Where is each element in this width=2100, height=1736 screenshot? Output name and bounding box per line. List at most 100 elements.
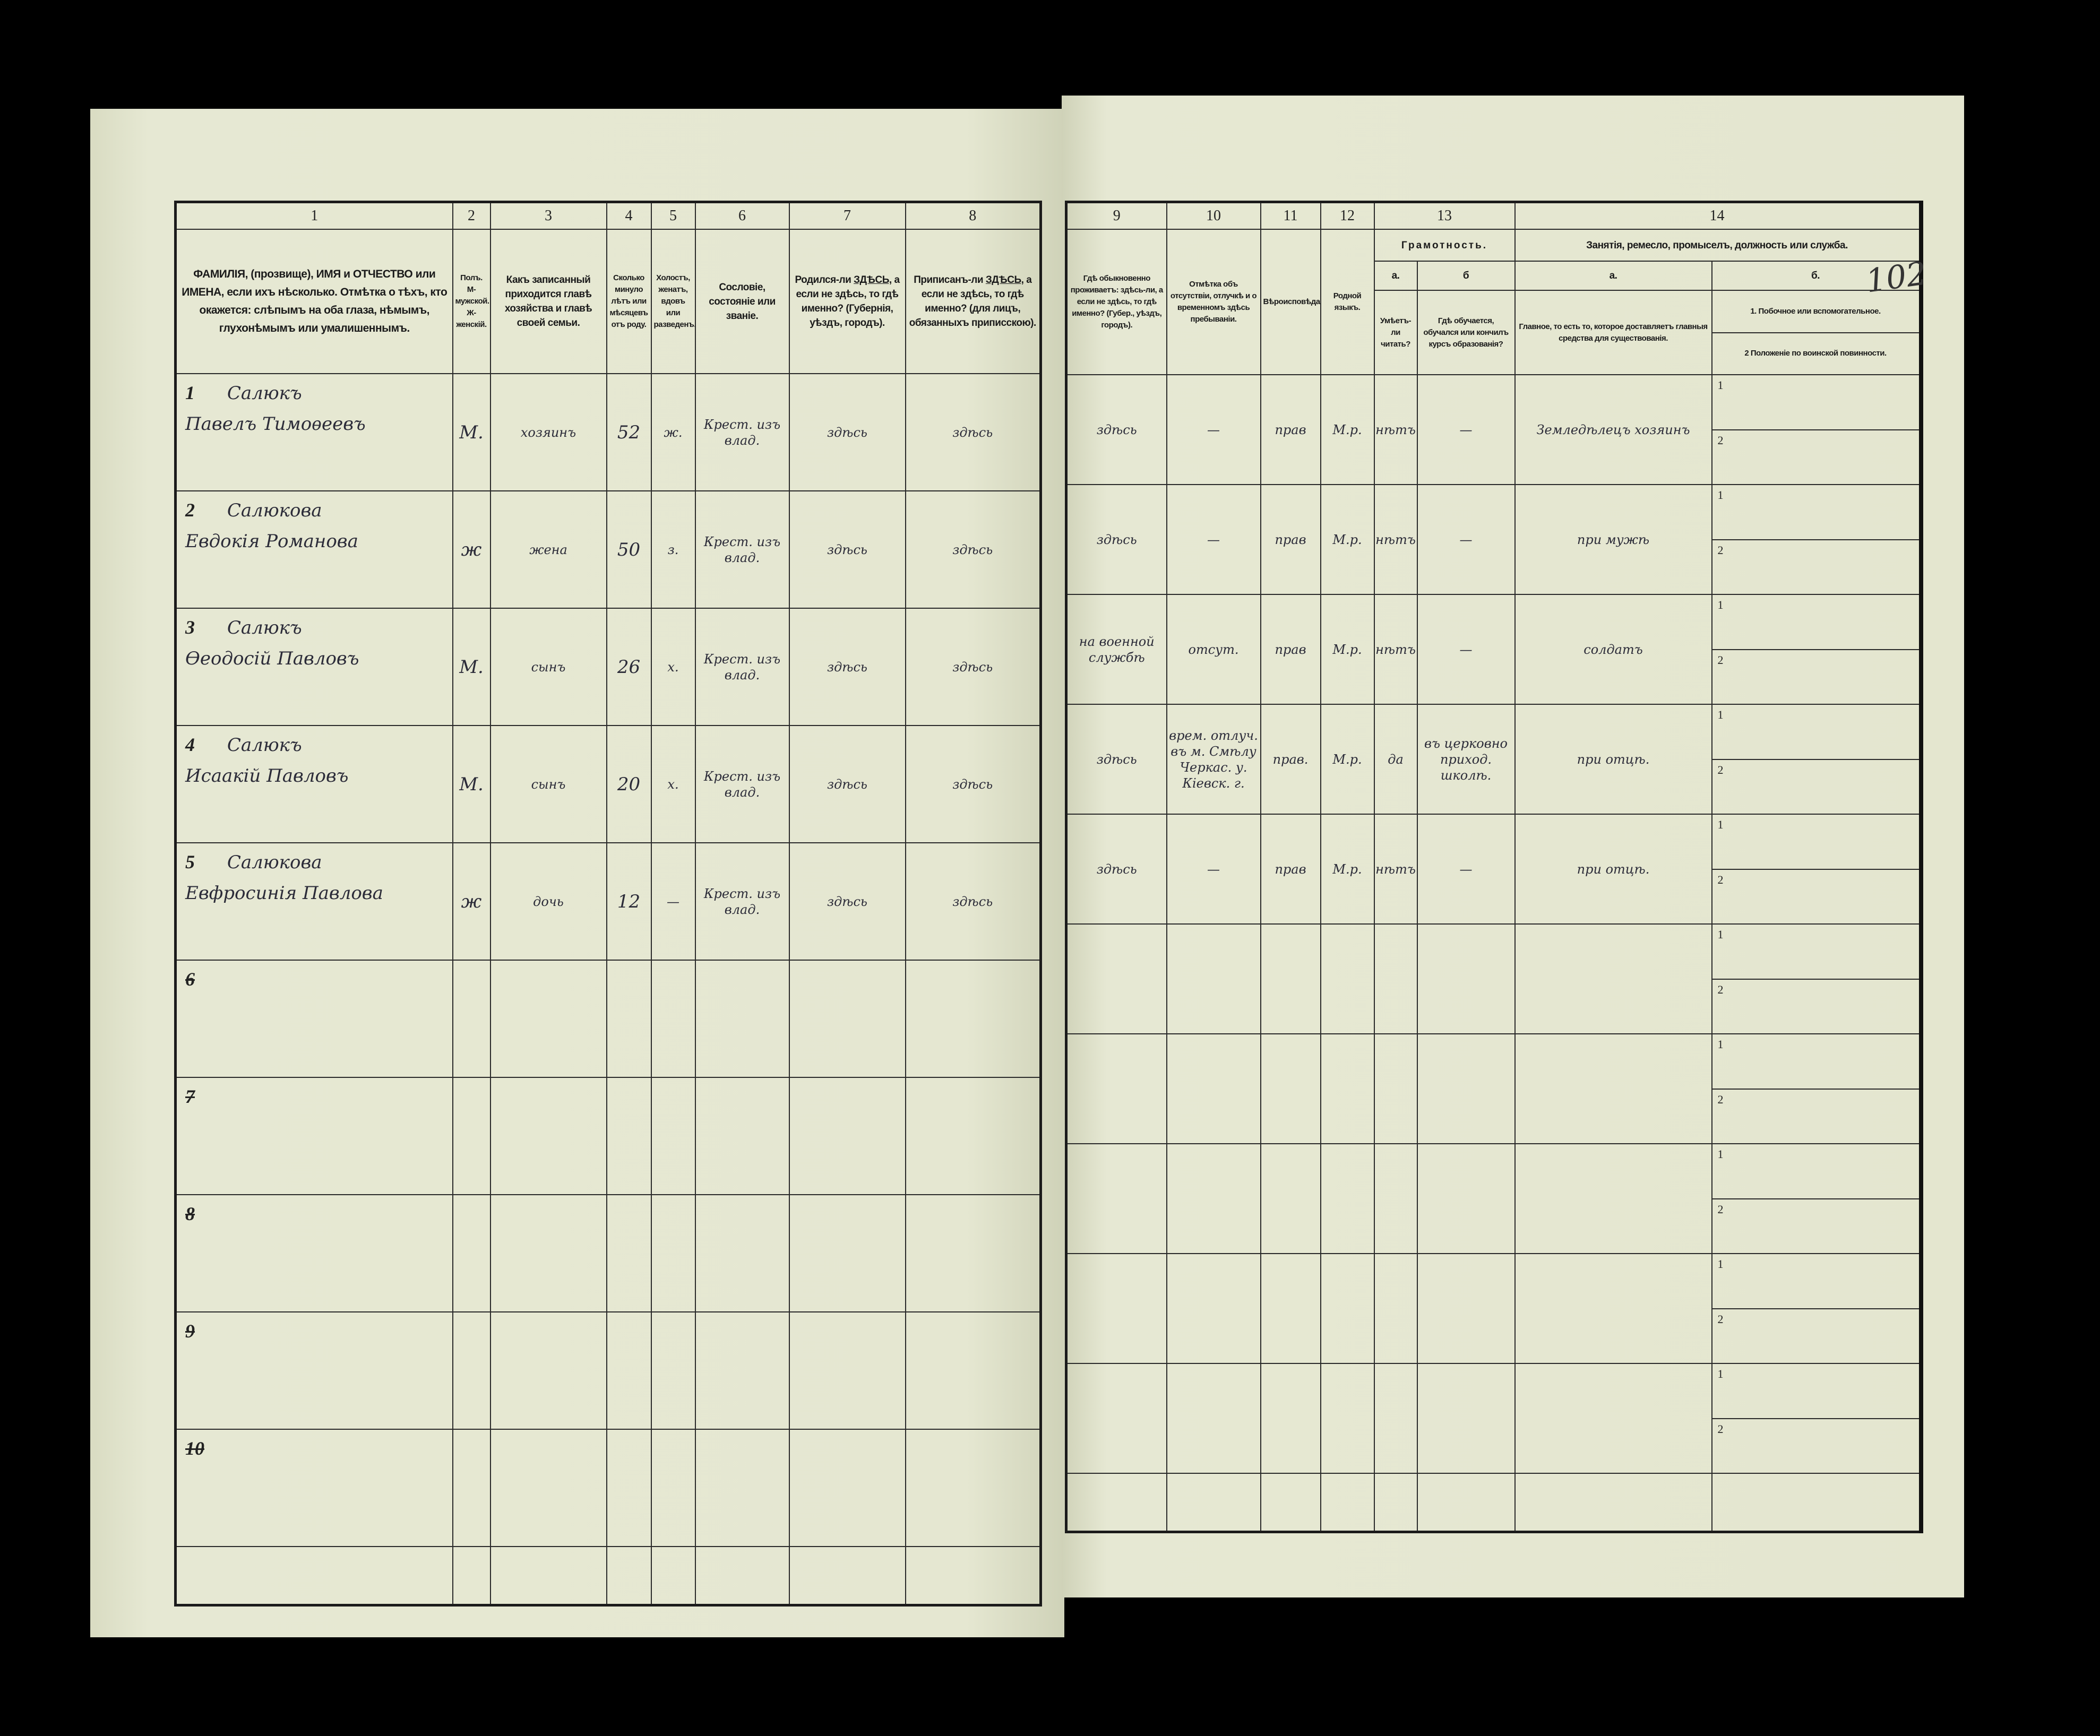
residence-cell: здѣсь [1065,484,1167,595]
sub-label: 2 [1717,1312,1724,1326]
header-military-status: 2 Положеніе по воинской повинности. [1744,349,1887,358]
header-literacy-b: б [1416,261,1516,291]
age-cell [606,1194,652,1312]
birthplace-cell: здѣсь [788,842,906,961]
literate-cell: нѣтъ [1373,814,1418,925]
col-num: 5 [650,201,696,230]
relation-cell: жена [489,490,607,609]
col-num: 12 [1320,201,1375,230]
birthplace-cell [788,960,906,1078]
sub-label: 2 [1717,653,1724,667]
table-row: 3 Салюкъ Ѳеодосій Павловъ М. сынъ 26 х. Крес… [175,608,1042,726]
registered-cell: здѣсь [905,608,1042,726]
sub-label: 2 [1717,873,1724,886]
literate-cell: нѣтъ [1373,484,1418,595]
col-num: 13 [1373,201,1516,230]
registered-cell: здѣсь [905,490,1042,609]
header-birthplace: Родился-ли ЗДѢСЬ, а если не здѣсь, то гд… [788,229,906,374]
sex-cell: М. [452,608,491,726]
registered-cell: здѣсь [905,725,1042,843]
header-registered-c: а если не здѣсь, то гдѣ именно? (для лиц… [909,274,1037,329]
census-table-right: 9 10 11 12 13 14 Гдѣ обыкновенно прожива… [1065,201,1923,1533]
table-row: 6 [175,960,1042,1078]
sex-cell: ж [452,842,491,961]
marital-cell: ж. [650,373,696,491]
table-footer-row [1065,1473,1922,1532]
row-number: 6 [185,969,195,990]
column-number-row: 9 10 11 12 13 14 [1065,201,1922,230]
col-num: 4 [606,201,652,230]
age-cell: 20 [606,725,652,843]
row-number: 3 [185,617,195,638]
surname: Салюкъ [227,383,302,404]
religion-cell: прав [1260,374,1321,485]
residence-cell: на военной службѣ [1065,594,1167,705]
sex-cell: М. [452,373,491,491]
header-education: Гдѣ обучается, обучался или кончилъ курс… [1416,290,1516,375]
registered-cell [905,1311,1042,1430]
estate-cell [694,1194,790,1312]
sub-label: 2 [1717,1092,1724,1106]
occupation-cell: при отцѣ. [1514,704,1712,815]
header-marital: Холостъ, женатъ, вдовъ или разведенъ. [650,229,696,374]
age-cell: 12 [606,842,652,961]
relation-cell: дочь [489,842,607,961]
residence-cell [1065,1363,1167,1474]
literate-cell [1373,1033,1418,1144]
residence-cell: здѣсь [1065,814,1167,925]
absence-cell: — [1166,814,1261,925]
language-cell: М.р. [1320,814,1375,925]
name-cell: 5 Салюкова Евфросинія Павлова [175,842,453,961]
education-cell: — [1416,814,1516,925]
sub-label: 1 [1712,705,1919,760]
relation-cell [489,1429,607,1547]
literate-cell: да [1373,704,1418,815]
estate-cell: Крест. изъ влад. [694,490,790,609]
surname: Салюкова [227,852,322,873]
col-num: 8 [905,201,1042,230]
sex-cell [452,1311,491,1430]
col-num: 10 [1166,201,1261,230]
column-number-row: 1 2 3 4 5 6 7 8 [175,201,1042,230]
name-cell: 3 Салюкъ Ѳеодосій Павловъ [175,608,453,726]
age-cell: 50 [606,490,652,609]
occupation-cell [1514,1363,1712,1474]
absence-cell: — [1166,484,1261,595]
religion-cell [1260,1143,1321,1254]
given-name: Ѳеодосій Павловъ [185,648,359,669]
header-occupation-b: б. [1711,261,1922,291]
estate-cell: Крест. изъ влад. [694,842,790,961]
religion-cell: прав [1260,814,1321,925]
birthplace-cell [788,1077,906,1195]
table-row: здѣсь — прав М.р. нѣтъ — Земледѣлецъ хозяинъ 1… [1065,374,1922,485]
col-num: 6 [694,201,790,230]
header-main-occupation: Главное, то есть то, которое доставляетъ… [1514,290,1712,375]
row-number: 8 [185,1203,195,1224]
table-row: 7 [175,1077,1042,1195]
table-row: 8 [175,1194,1042,1312]
name-cell: 10 [175,1429,453,1547]
estate-cell [694,1077,790,1195]
name-cell: 4 Салюкъ Исаакій Павловъ [175,725,453,843]
relation-cell: хозяинъ [489,373,607,491]
col-num: 2 [452,201,491,230]
header-secondary-occupation: 1. Побочное или вспомогательное. [1712,291,1919,333]
education-cell [1416,923,1516,1034]
sub-label: 1 [1712,1255,1919,1309]
language-cell [1320,1363,1375,1474]
sub-label: 2 [1717,1422,1724,1436]
occupation-cell [1514,923,1712,1034]
registered-cell [905,960,1042,1078]
age-cell: 26 [606,608,652,726]
surname: Салюкова [227,500,322,521]
birthplace-cell [788,1311,906,1430]
occupation-cell [1514,1253,1712,1364]
col-num: 1 [175,201,453,230]
